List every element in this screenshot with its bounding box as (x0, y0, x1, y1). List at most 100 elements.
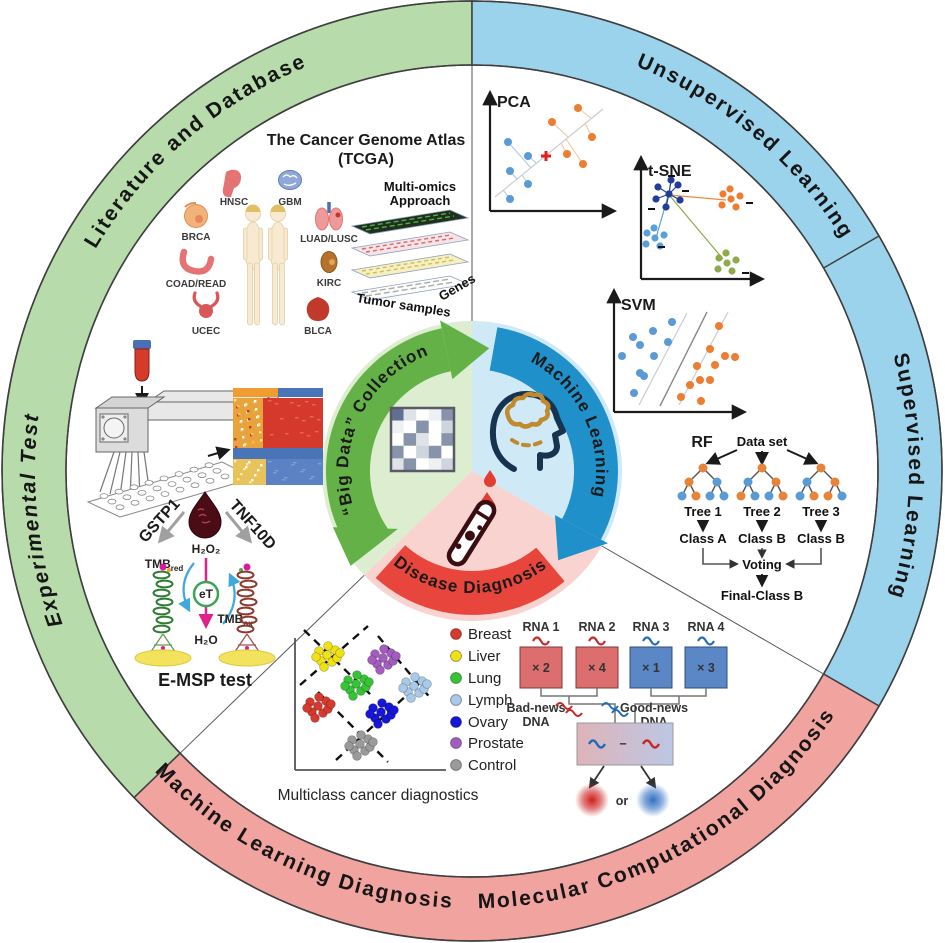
rna4-mult: × 3 (697, 661, 715, 675)
multiclass-panel: Breast Liver Lung Lymph Ovary Prostate C… (278, 625, 524, 804)
rna-panel: RNA 1 RNA 2 RNA 3 RNA 4 × 2 × 4 × 1 × 3 … (506, 620, 728, 817)
organ-label: KIRC (317, 278, 341, 289)
scatter-cluster (302, 692, 336, 723)
machine-learning-arrow (489, 327, 618, 561)
ring-divider (823, 235, 880, 269)
scatter-cluster (365, 698, 399, 729)
legend-item: Ovary (450, 714, 509, 731)
cycle-arrow-left (178, 562, 195, 613)
svg-text:Ovary: Ovary (468, 714, 509, 731)
center-trefoil: “Big Data” Collection Machine Learning D… (322, 320, 622, 621)
emsp-panel: GSTP1 TNF10D H₂O₂ H₂O eT TMBred TMBox E-… (134, 491, 279, 690)
rna3-label: RNA 3 (632, 620, 669, 634)
final-class-label: Final-Class B (721, 588, 803, 603)
organ-luadlusc: LUAD/LUSC (300, 202, 358, 245)
rna2-mult: × 4 (588, 661, 606, 675)
pca-plot: PCA (482, 89, 618, 219)
h2o2-label: H₂O₂ (192, 542, 221, 556)
svm-plot: SVM (606, 287, 748, 420)
svg-text:Control: Control (468, 757, 516, 774)
scatter-cluster (398, 672, 432, 703)
expression-heatmap (233, 388, 323, 485)
gray-arrow (157, 511, 186, 544)
experimental-panel (86, 340, 323, 518)
dataset-label: Data set (737, 434, 788, 449)
or-label: or (616, 794, 629, 808)
legend-item: Prostate (450, 735, 524, 752)
minus-sign: − (619, 737, 626, 751)
bad-news-label2: DNA (522, 715, 549, 729)
scatter-cluster (311, 641, 345, 672)
class2-label: Class B (738, 531, 786, 546)
multiomics-title2: Approach (390, 193, 451, 208)
electron-transfer-circle (192, 580, 220, 608)
organ-label: GBM (278, 197, 301, 208)
organ-label: LUAD/LUSC (300, 234, 358, 245)
legend-item: Lymph (450, 692, 512, 709)
tcga-title: The Cancer Genome Atlas (267, 132, 466, 149)
legend-item: Breast (450, 626, 512, 643)
blood-tube-icon (133, 340, 151, 382)
svg-text:Liver: Liver (468, 648, 501, 665)
tsne-tick-marks (648, 175, 753, 274)
multiclass-caption: Multiclass cancer diagnostics (278, 787, 479, 804)
pca-label: PCA (497, 94, 531, 111)
rna3-mult: × 1 (642, 661, 660, 675)
rna1-mult: × 2 (532, 661, 550, 675)
data-matrix-icon (389, 406, 456, 473)
tcga-title2: (TCGA) (338, 151, 394, 168)
organ-gbm: GBM (278, 170, 302, 208)
organ-ucec: UCEC (192, 291, 220, 337)
organ-blca: BLCA (304, 297, 332, 337)
scatter-cluster (367, 644, 401, 675)
legend-item: Control (450, 757, 516, 774)
machine-learning-head-icon (489, 391, 566, 472)
red-output-glow (575, 783, 609, 817)
et-label: eT (199, 587, 214, 601)
bad-news-label: Bad-news (506, 701, 565, 715)
svg-text:Prostate: Prostate (468, 735, 524, 752)
electrode-right (218, 649, 276, 667)
tsne-plot: t-SNE (633, 154, 766, 287)
scatter-cluster (344, 730, 378, 761)
organ-kirc: KIRC (317, 251, 341, 289)
organ-brca: BRCA (182, 201, 211, 243)
organ-label: UCEC (192, 326, 220, 337)
tree1-label: Tree 1 (684, 504, 722, 519)
svg-text:Lung: Lung (468, 670, 501, 687)
organ-label: HNSC (220, 197, 248, 208)
rna-connectors (540, 688, 707, 723)
human-figure (268, 204, 288, 326)
rf-diagram: RF Data set Tree 1 Tree 2 Tree 3 Class A… (677, 434, 847, 603)
emsp-caption: E-MSP test (158, 670, 252, 690)
multiclass-legend: Breast Liver Lung Lymph Ovary Prostate C… (450, 626, 524, 774)
rna1-label: RNA 1 (522, 620, 559, 634)
class1-label: Class A (679, 531, 727, 546)
human-figure (243, 204, 263, 326)
organ-label: BRCA (182, 232, 211, 243)
organ-label: COAD/READ (166, 279, 227, 290)
voting-label: Voting (742, 557, 782, 572)
big-data-arrow (325, 320, 490, 566)
tree2-label: Tree 2 (743, 504, 781, 519)
good-news-label: Good-news (620, 701, 688, 715)
sector-dividers (179, 66, 824, 754)
dna-probe-right (218, 563, 276, 667)
human-silhouettes (243, 204, 288, 326)
rna4-label: RNA 4 (687, 620, 724, 634)
svg-text:Lymph: Lymph (468, 692, 512, 709)
legend-item: Lung (450, 670, 501, 687)
diagnosis-test-tube-icon (446, 470, 497, 567)
class3-label: Class B (797, 531, 845, 546)
blue-output-glow (636, 783, 670, 817)
legend-item: Liver (450, 648, 501, 665)
organ-coadread: COAD/READ (166, 248, 227, 290)
organ-label: BLCA (304, 326, 332, 337)
tree3-label: Tree 3 (802, 504, 840, 519)
rna2-label: RNA 2 (578, 620, 615, 634)
dna-probe-left (134, 563, 192, 667)
right-arrow (207, 446, 231, 460)
